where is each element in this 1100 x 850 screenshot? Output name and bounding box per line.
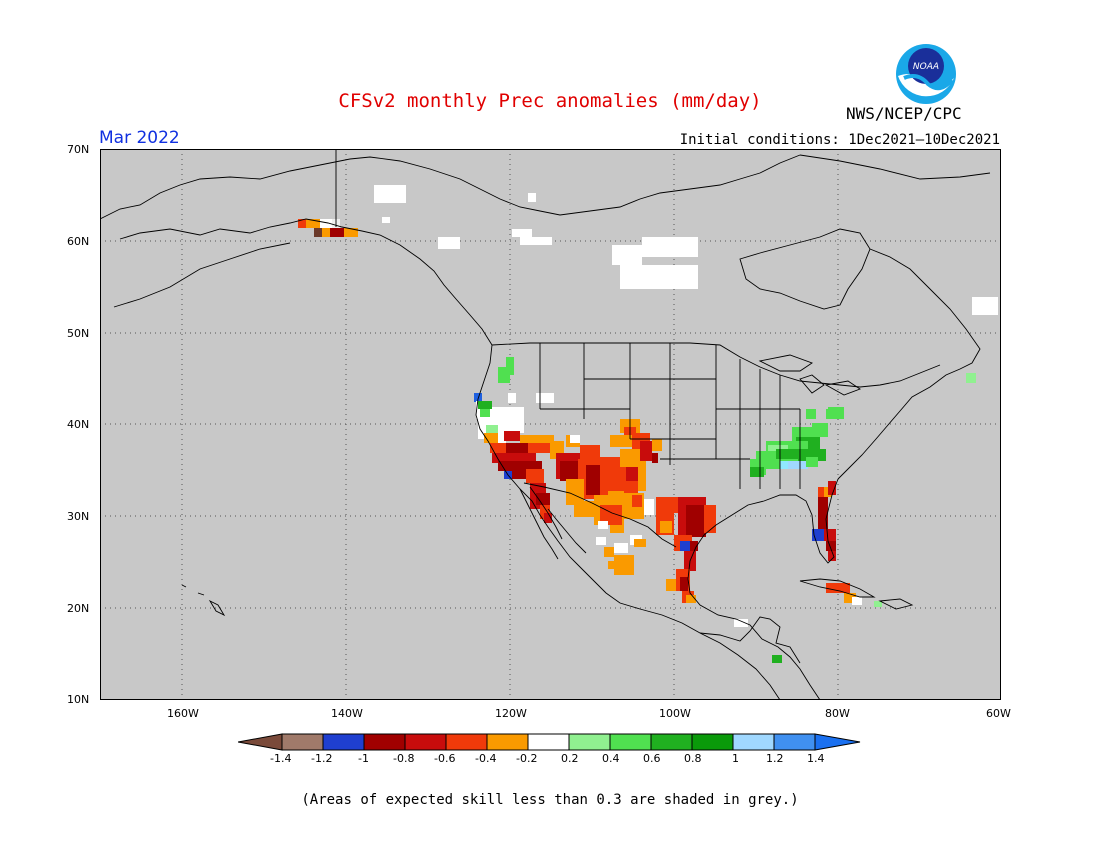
logo-text: NOAA	[913, 62, 939, 72]
initial-conditions-label: Initial conditions: 1Dec2021–10Dec2021	[679, 132, 1000, 148]
lat-label-30n: 30N	[67, 510, 90, 523]
colorbar-tick: 0.2	[561, 752, 579, 765]
colorbar-tick: 1	[732, 752, 739, 765]
skill-footnote: (Areas of expected skill less than 0.3 a…	[301, 792, 799, 808]
precip-anomaly-map	[100, 149, 1001, 700]
period-label: Mar 2022	[99, 128, 180, 148]
lat-label-50n: 50N	[67, 327, 90, 340]
colorbar-tick: 1.4	[807, 752, 825, 765]
lat-label-10n: 10N	[67, 693, 90, 706]
colorbar-tick: -0.4	[475, 752, 497, 765]
colorbar-tick: -0.8	[393, 752, 415, 765]
lon-label-80w: 80W	[825, 707, 850, 720]
agency-label: NWS/NCEP/CPC	[846, 104, 962, 123]
colorbar-tick: -0.2	[516, 752, 538, 765]
lat-label-20n: 20N	[67, 602, 90, 615]
colorbar-high-arrow	[814, 733, 861, 751]
lon-label-100w: 100W	[659, 707, 691, 720]
colorbar-tick: -0.6	[434, 752, 456, 765]
colorbar-tick: 1.2	[766, 752, 784, 765]
colorbar-tick: -1.4	[270, 752, 292, 765]
lon-label-140w: 140W	[331, 707, 363, 720]
colorbar-tick: -1.2	[311, 752, 333, 765]
lat-label-40n: 40N	[67, 418, 90, 431]
lat-label-70n: 70N	[67, 143, 90, 156]
colorbar-tick: -1	[358, 752, 369, 765]
lat-label-60n: 60N	[67, 235, 90, 248]
chart-title: CFSv2 monthly Prec anomalies (mm/day)	[338, 90, 762, 112]
colorbar-low-arrow	[238, 733, 283, 751]
lon-label-60w: 60W	[986, 707, 1011, 720]
colorbar-tick: 0.4	[602, 752, 620, 765]
anomaly-cells	[298, 185, 998, 663]
colorbar-tick: 0.6	[643, 752, 661, 765]
colorbar-tick: 0.8	[684, 752, 702, 765]
lon-label-120w: 120W	[495, 707, 527, 720]
noaa-logo: NOAA	[896, 44, 956, 104]
colorbar	[238, 733, 861, 751]
lon-label-160w: 160W	[167, 707, 199, 720]
coastlines	[100, 149, 991, 700]
